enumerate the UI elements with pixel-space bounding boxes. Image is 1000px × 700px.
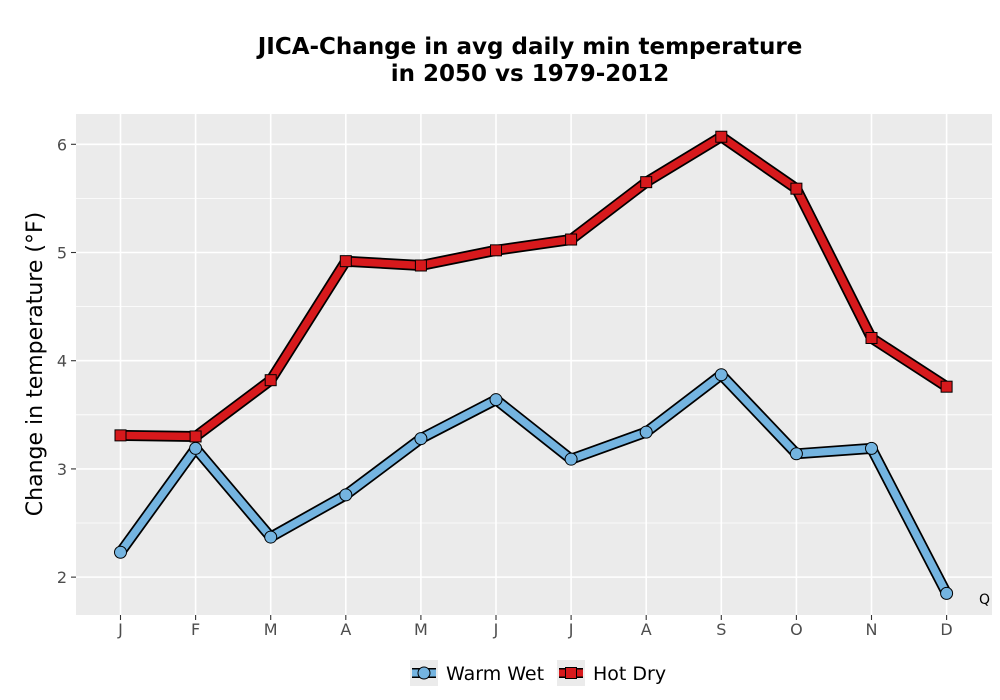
chart-title-line2: in 2050 vs 1979-2012 — [391, 61, 670, 87]
data-point — [114, 429, 127, 442]
data-point — [790, 182, 803, 195]
series-0 — [114, 368, 954, 600]
x-tick-label: A — [641, 620, 652, 639]
data-point — [714, 368, 728, 382]
data-point — [264, 530, 278, 544]
data-point — [564, 452, 578, 466]
legend-item-1: Hot Dry — [557, 660, 666, 686]
data-point — [865, 331, 878, 344]
data-point — [940, 380, 953, 393]
x-tick-label: N — [866, 620, 878, 639]
data-point — [339, 255, 352, 268]
y-tick-label: 2 — [57, 568, 67, 587]
y-tick-label: 6 — [57, 135, 67, 154]
data-point — [414, 259, 427, 272]
data-point — [114, 545, 127, 559]
data-point — [189, 441, 203, 455]
x-tick-label: S — [716, 620, 726, 639]
x-tick-label: J — [493, 620, 499, 639]
data-point — [715, 130, 728, 143]
legend-item-0: Warm Wet — [410, 660, 544, 686]
x-tick-label: J — [568, 620, 574, 639]
data-point — [639, 425, 653, 439]
y-tick-label: 3 — [57, 460, 67, 479]
grid-lines — [76, 114, 992, 615]
data-point — [339, 488, 353, 502]
y-tick-label: 4 — [57, 352, 67, 371]
data-point — [489, 393, 503, 407]
legend-marker — [417, 666, 431, 680]
legend-label: Hot Dry — [593, 663, 666, 685]
x-tick-label: J — [117, 620, 123, 639]
data-point — [264, 374, 277, 387]
data-point — [640, 176, 653, 189]
y-axis-title: Change in temperature (°F) — [23, 212, 48, 516]
data-point — [940, 586, 954, 600]
series-1 — [114, 130, 953, 443]
series-line — [116, 132, 951, 441]
x-tick-label: M — [414, 620, 428, 639]
x-tick-label: O — [790, 620, 803, 639]
series-layer — [114, 130, 954, 600]
x-tick-label: A — [340, 620, 351, 639]
data-point — [789, 447, 803, 461]
y-tick-labels: 2 3 4 5 6 — [57, 135, 76, 587]
x-tick-label: M — [264, 620, 278, 639]
corner-annotation: Q — [979, 592, 990, 608]
data-point — [865, 441, 878, 455]
data-point — [189, 430, 202, 443]
legend: Warm Wet Hot Dry — [410, 660, 666, 686]
data-point — [565, 233, 578, 246]
legend-marker — [565, 667, 577, 679]
y-tick-label: 5 — [57, 244, 67, 263]
plot-panel — [76, 114, 992, 615]
series-line — [116, 371, 951, 598]
x-tick-label: D — [940, 620, 952, 639]
legend-label: Warm Wet — [446, 663, 544, 685]
data-point — [490, 244, 502, 257]
data-point — [414, 432, 428, 446]
chart-title-line1: JICA-Change in avg daily min temperature — [256, 34, 803, 60]
x-tick-label: F — [191, 620, 200, 639]
